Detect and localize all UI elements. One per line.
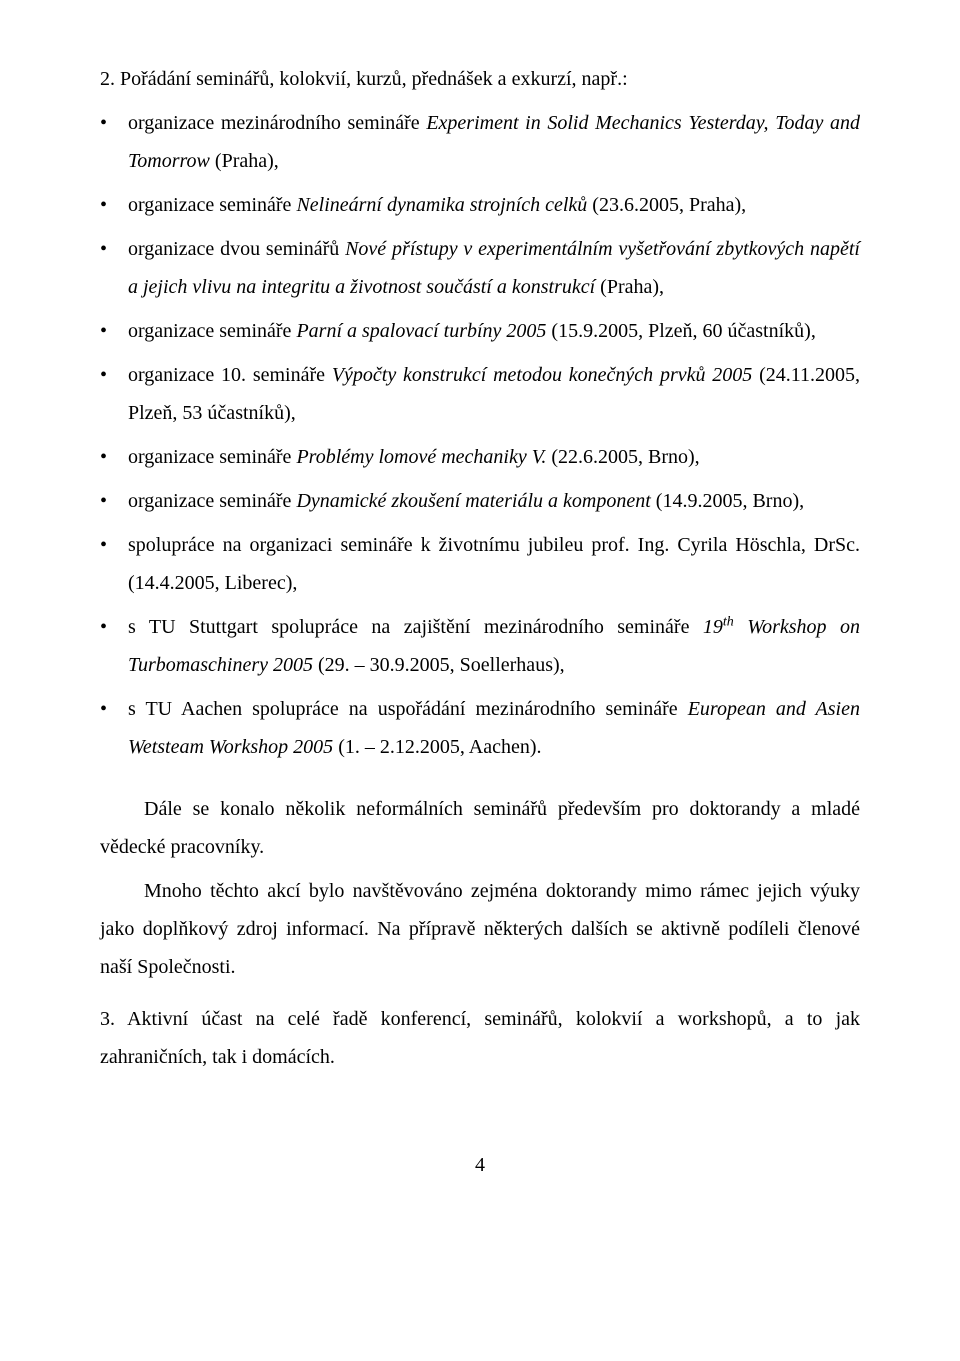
text: s TU Stuttgart spolupráce na zajištění m… — [128, 616, 703, 638]
text: organizace mezinárodního semináře — [128, 112, 426, 134]
text: (1. – 2.12.2005, Aachen). — [333, 736, 541, 758]
text: (22.6.2005, Brno), — [546, 446, 699, 468]
text: (15.9.2005, Plzeň, 60 účastníků), — [546, 320, 815, 342]
list-item: organizace semináře Nelineární dynamika … — [100, 186, 860, 224]
text: (Praha), — [210, 150, 279, 172]
list-item: organizace dvou seminářů Nové přístupy v… — [100, 230, 860, 306]
text-italic: Problémy lomové mechaniky V. — [296, 446, 546, 468]
text-italic: Výpočty konstrukcí metodou konečných prv… — [332, 364, 752, 386]
text: organizace semináře — [128, 194, 296, 216]
list-item: organizace mezinárodního semináře Experi… — [100, 104, 860, 180]
list-item: spolupráce na organizaci semináře k živo… — [100, 526, 860, 602]
text-italic: Parní a spalovací turbíny 2005 — [296, 320, 546, 342]
list-item: s TU Stuttgart spolupráce na zajištění m… — [100, 608, 860, 684]
text-italic: Dynamické zkoušení materiálu a komponent — [296, 490, 650, 512]
text: organizace semináře — [128, 446, 296, 468]
paragraph: Mnoho těchto akcí bylo navštěvováno zejm… — [100, 872, 860, 986]
text: s TU Aachen spolupráce na uspořádání mez… — [128, 698, 688, 720]
section-heading: 3. Aktivní účast na celé řadě konferencí… — [100, 1000, 860, 1076]
text: spolupráce na organizaci semináře k živo… — [128, 534, 860, 594]
text: organizace semináře — [128, 320, 296, 342]
list-item: s TU Aachen spolupráce na uspořádání mez… — [100, 690, 860, 766]
text: (14.9.2005, Brno), — [651, 490, 804, 512]
text-italic: Nelineární dynamika strojních celků — [296, 194, 587, 216]
section-heading: 2. Pořádání seminářů, kolokvií, kurzů, p… — [100, 60, 860, 98]
list-item: organizace 10. semináře Výpočty konstruk… — [100, 356, 860, 432]
document-page: 2. Pořádání seminářů, kolokvií, kurzů, p… — [0, 0, 960, 1361]
page-number: 4 — [100, 1146, 860, 1184]
text: organizace 10. semináře — [128, 364, 332, 386]
text: organizace dvou seminářů — [128, 238, 345, 260]
text: organizace semináře — [128, 490, 296, 512]
bullet-list: organizace mezinárodního semináře Experi… — [100, 104, 860, 766]
text: (23.6.2005, Praha), — [587, 194, 746, 216]
list-item: organizace semináře Dynamické zkoušení m… — [100, 482, 860, 520]
superscript: th — [723, 614, 734, 629]
text: (Praha), — [595, 276, 664, 298]
paragraph: Dále se konalo několik neformálních semi… — [100, 790, 860, 866]
list-item: organizace semináře Problémy lomové mech… — [100, 438, 860, 476]
text: (29. – 30.9.2005, Soellerhaus), — [313, 654, 565, 676]
list-item: organizace semináře Parní a spalovací tu… — [100, 312, 860, 350]
